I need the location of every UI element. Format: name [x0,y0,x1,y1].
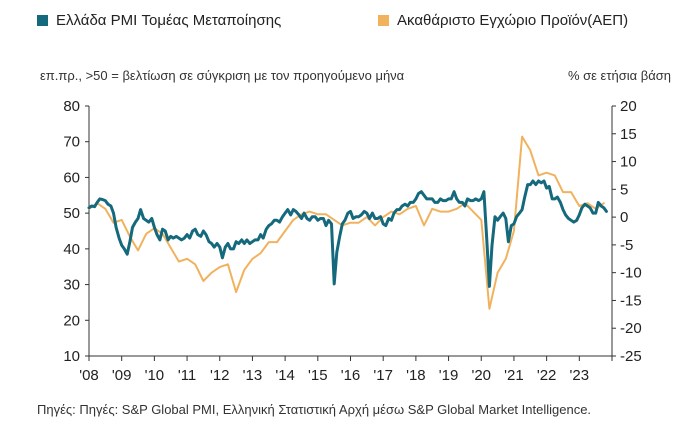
x-axis-tick-label: '21 [504,367,524,384]
x-axis-tick-label: '16 [341,367,361,384]
legend-item-pmi: Ελλάδα PMI Τομέας Μεταποίησης [37,12,281,29]
left-axis-tick-label: 20 [63,312,80,329]
left-axis-tick-label: 30 [63,277,80,294]
pmi-series-line [87,179,608,288]
right-axis-tick-label: -20 [620,320,642,337]
x-axis-tick-label: '08 [79,367,99,384]
source-note: Πηγές: Πηγές: S&P Global PMI, Ελληνική Σ… [37,402,592,417]
x-axis-tick-label: '12 [210,367,230,384]
right-axis-tick-label: -10 [620,265,642,282]
left-axis-tick-label: 60 [63,169,80,186]
right-axis-note: % σε ετήσια βάση [567,68,671,83]
left-axis-tick-label: 70 [63,134,80,151]
x-axis-tick-label: '22 [537,367,557,384]
right-axis-tick-label: 15 [620,126,637,143]
left-axis-tick-label: 80 [63,98,80,115]
legend: Ελλάδα PMI Τομέας Μεταποίησης Ακαθάριστο… [37,12,690,42]
x-axis-tick-label: '18 [406,367,426,384]
left-axis-tick-label: 10 [63,348,80,365]
right-axis-tick-label: -5 [620,237,633,254]
legend-swatch-pmi [37,15,48,26]
right-axis-tick-label: -15 [620,292,642,309]
x-axis-tick-label: '14 [275,367,295,384]
x-axis-tick-label: '20 [471,367,491,384]
right-axis-tick-label: 5 [620,181,628,198]
x-axis-tick-label: '15 [308,367,328,384]
left-axis-tick-label: 40 [63,241,80,258]
legend-label-gdp: Ακαθάριστο Εγχώριο Προϊόν(ΑΕΠ) [397,12,629,29]
left-axis-note: επ.πρ., >50 = βελτίωση σε σύγκριση με το… [40,68,405,83]
right-axis-tick-label: -25 [620,348,642,365]
x-axis-tick-label: '10 [145,367,165,384]
x-axis-tick-label: '23 [570,367,590,384]
legend-label-pmi: Ελλάδα PMI Τομέας Μεταποίησης [56,12,282,29]
x-axis-tick-label: '09 [112,367,132,384]
legend-swatch-gdp [378,15,389,26]
x-axis-tick-label: '13 [243,367,263,384]
right-axis-tick-label: 0 [620,209,628,226]
gdp-series-line [88,135,605,310]
legend-item-gdp: Ακαθάριστο Εγχώριο Προϊόν(ΑΕΠ) [378,12,628,29]
left-axis-tick-label: 50 [63,205,80,222]
right-axis-tick-label: 20 [620,98,637,115]
x-axis-tick-label: '19 [439,367,459,384]
right-axis-tick-label: 10 [620,154,637,171]
x-axis-tick-label: '11 [178,367,196,384]
x-axis-tick-label: '17 [373,367,393,384]
